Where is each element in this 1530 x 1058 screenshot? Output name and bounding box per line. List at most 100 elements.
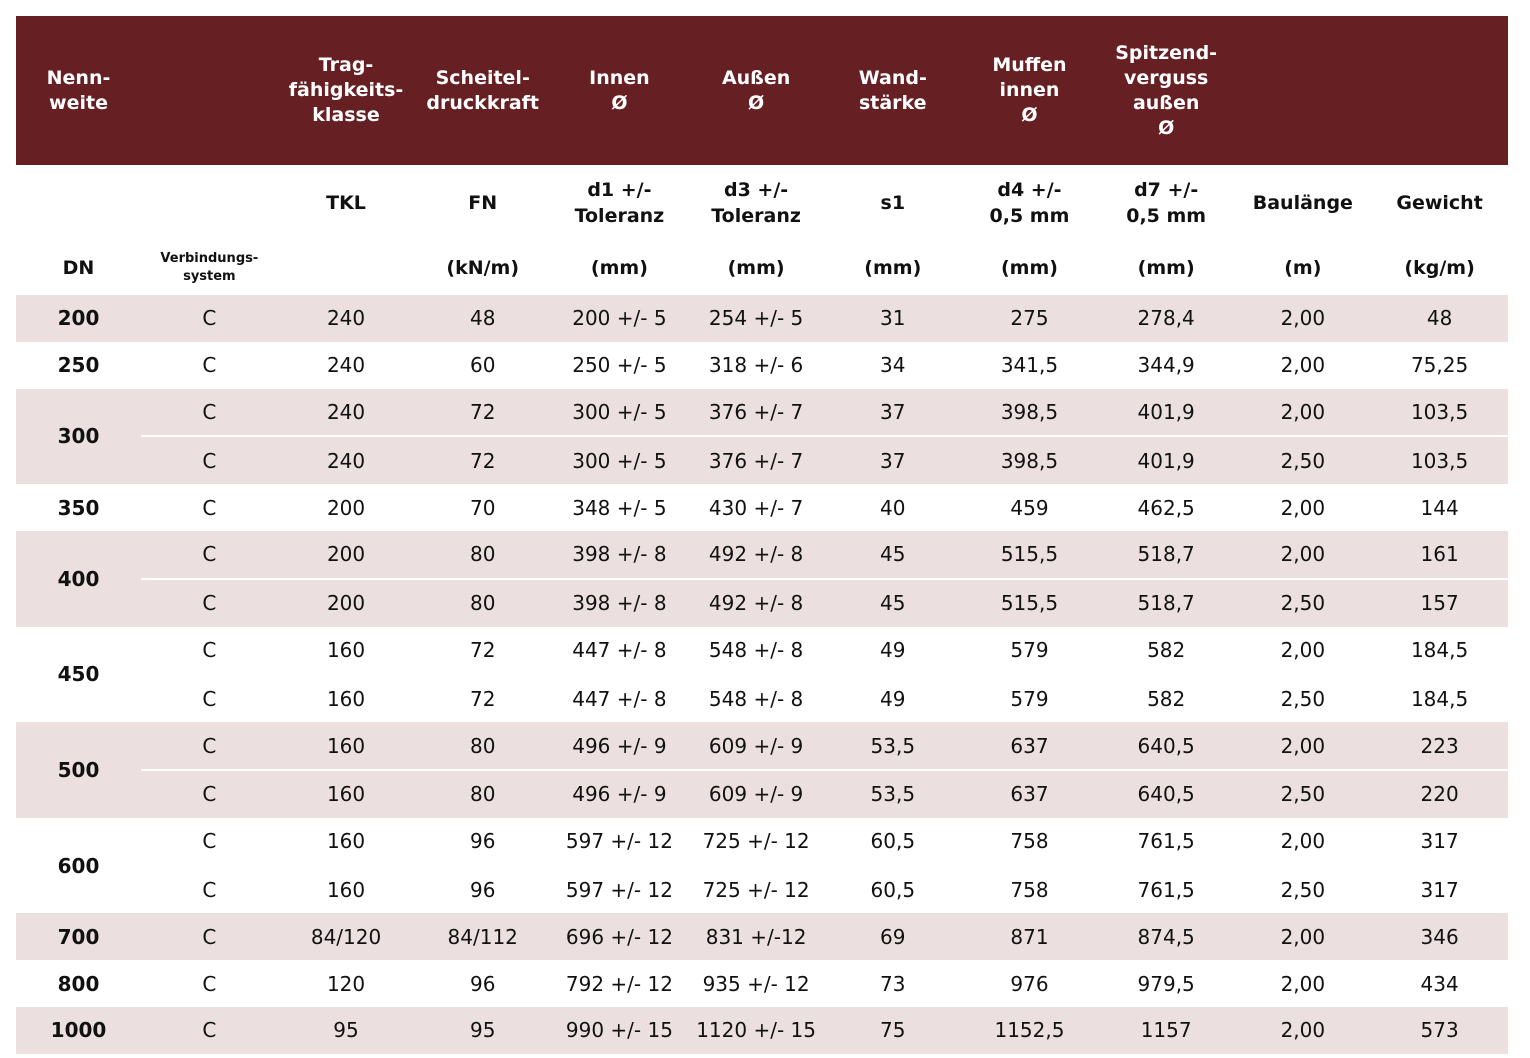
unit-cell: DN xyxy=(62,256,95,279)
data-cell: 792 +/- 12 xyxy=(565,971,673,996)
data-cell: C xyxy=(141,1006,278,1054)
data-cell: 160 xyxy=(277,864,415,914)
data-cell: 398 +/- 8 xyxy=(551,577,688,627)
data-cell: 72 xyxy=(469,637,496,662)
data-cell: 341,5 xyxy=(1000,353,1059,378)
data-row: 450 C 160 72 447 +/- 8 548 +/- 8 49 579 582 2,00 1… xyxy=(16,627,1508,686)
dn-cell: 500 xyxy=(16,722,141,818)
data-cell: 597 +/- 12 xyxy=(565,829,673,854)
data-cell: 2,00 xyxy=(1234,1006,1372,1054)
data-cell: 447 +/- 8 xyxy=(551,673,688,723)
data-cell: 401,9 xyxy=(1097,388,1235,437)
data-cell: 935 +/- 12 xyxy=(702,971,810,996)
data-cell: 579 xyxy=(1010,637,1049,662)
data-cell: 80 xyxy=(414,530,552,579)
header-cell: d7 +/- 0,5 mm xyxy=(1126,178,1207,227)
data-cell: 96 xyxy=(414,864,552,914)
data-cell: 462,5 xyxy=(1137,495,1195,520)
data-table: Nenn- weite Trag- fähigkeits- klasse Schei… xyxy=(16,16,1508,1054)
data-cell: C xyxy=(141,768,278,818)
header-cell: s1 xyxy=(880,191,906,214)
data-cell: 160 xyxy=(326,829,366,854)
unit-cell: (mm) xyxy=(727,256,785,279)
data-row: 700 C 84/120 84/112 696 +/- 12 831 +/-12 69 871… xyxy=(16,913,1508,961)
data-cell: 160 xyxy=(326,637,366,662)
data-cell: 496 +/- 9 xyxy=(551,768,688,818)
data-cell: 223 xyxy=(1371,722,1508,770)
data-row: 200 C 240 48 200 +/- 5 254 +/- 5 31 275 278,4 2,0… xyxy=(16,295,1508,342)
data-row: C 160 72 447 +/- 8 548 +/- 8 49 579 582 2,50 184,… xyxy=(16,673,1508,723)
data-cell: C xyxy=(141,913,278,961)
data-row: C 160 80 496 +/- 9 609 +/- 9 53,5 637 640,5 2,50… xyxy=(16,768,1508,818)
data-cell: 300 +/- 5 xyxy=(551,388,688,437)
header-cell xyxy=(1371,16,1508,165)
dn-cell: 700 xyxy=(16,913,141,961)
unit-cell: (mm) xyxy=(1137,256,1195,279)
data-cell: 979,5 xyxy=(1137,971,1195,996)
data-cell: 84/112 xyxy=(414,913,552,961)
unit-cell: (kg/m) xyxy=(1404,256,1475,279)
header-row: Nenn- weite Trag- fähigkeits- klasse Schei… xyxy=(16,16,1508,165)
data-cell: 160 xyxy=(277,722,415,770)
header-cell: Außen Ø xyxy=(687,16,825,165)
data-cell: 640,5 xyxy=(1097,768,1235,818)
unit-cell: (m) xyxy=(1284,256,1322,279)
header-cell: Baulänge xyxy=(1252,191,1353,214)
data-cell: 2,50 xyxy=(1234,864,1372,914)
data-cell: 579 xyxy=(961,673,1098,723)
data-cell: 348 +/- 5 xyxy=(572,495,667,520)
data-cell: 2,00 xyxy=(1234,913,1372,961)
dn-cell: 200 xyxy=(16,295,141,342)
data-cell: 758 xyxy=(1010,829,1049,854)
data-cell: 447 +/- 8 xyxy=(572,637,667,662)
data-cell: 240 xyxy=(277,388,415,437)
data-cell: C xyxy=(141,435,278,485)
unit-cell: Verbindungs- system xyxy=(160,250,259,284)
data-cell: 871 xyxy=(961,913,1098,961)
data-cell: 976 xyxy=(1010,971,1049,996)
dn-cell: 800 xyxy=(57,971,100,996)
data-cell: 240 xyxy=(277,435,415,485)
data-cell: 434 xyxy=(1420,971,1459,996)
unit-cell: (mm) xyxy=(1000,256,1058,279)
data-cell: 157 xyxy=(1371,577,1508,627)
header-cell: Spitzend- verguss außen Ø xyxy=(1097,16,1235,165)
data-cell: 548 +/- 8 xyxy=(708,637,804,662)
data-cell: 160 xyxy=(277,768,415,818)
dn-cell: 400 xyxy=(16,530,141,627)
data-cell: 200 xyxy=(277,530,415,579)
data-cell: 34 xyxy=(880,353,906,378)
data-cell: 548 +/- 8 xyxy=(687,673,825,723)
header-cell: Scheitel- druckkraft xyxy=(414,16,552,165)
data-row: 300 C 240 72 300 +/- 5 376 +/- 7 37 398,5 401,9 2… xyxy=(16,388,1508,485)
unit-cell: (kN/m) xyxy=(446,256,520,279)
data-row: C 200 80 398 +/- 8 492 +/- 8 45 515,5 518,7 2,50… xyxy=(16,577,1508,627)
data-cell: 84/120 xyxy=(277,913,415,961)
data-cell: 1120 +/- 15 xyxy=(687,1006,825,1054)
data-cell: 515,5 xyxy=(961,577,1098,627)
data-cell: 597 +/- 12 xyxy=(551,864,688,914)
data-cell: 492 +/- 8 xyxy=(687,530,825,579)
data-cell: 376 +/- 7 xyxy=(687,388,825,437)
data-cell: 318 +/- 6 xyxy=(708,353,804,378)
data-cell: C xyxy=(202,829,217,854)
data-cell: 2,00 xyxy=(1234,295,1372,342)
data-cell: 240 xyxy=(326,353,366,378)
data-cell: 430 +/- 7 xyxy=(708,495,804,520)
data-cell: 496 +/- 9 xyxy=(551,722,688,770)
header-cell xyxy=(1234,16,1372,165)
data-cell: 582 xyxy=(1147,637,1186,662)
data-cell: 831 +/-12 xyxy=(687,913,825,961)
data-cell: 518,7 xyxy=(1097,530,1235,579)
data-cell: 300 +/- 5 xyxy=(551,435,688,485)
data-cell: 2,00 xyxy=(1280,829,1326,854)
data-cell: 2,00 xyxy=(1234,530,1372,579)
data-cell: 37 xyxy=(824,388,962,437)
data-cell: 278,4 xyxy=(1097,295,1235,342)
data-row: C 160 96 597 +/- 12 725 +/- 12 60,5 758 761,5 2,… xyxy=(16,864,1508,914)
data-row: 1000 C 95 95 990 +/- 15 1120 +/- 15 75 1152,5 11… xyxy=(16,1006,1508,1054)
data-cell: 376 +/- 7 xyxy=(687,435,825,485)
data-cell: 344,9 xyxy=(1137,353,1195,378)
header-cell: d4 +/- 0,5 mm xyxy=(989,178,1070,227)
data-row: C 240 72 300 +/- 5 376 +/- 7 37 398,5 401,9 2,50… xyxy=(16,435,1508,485)
